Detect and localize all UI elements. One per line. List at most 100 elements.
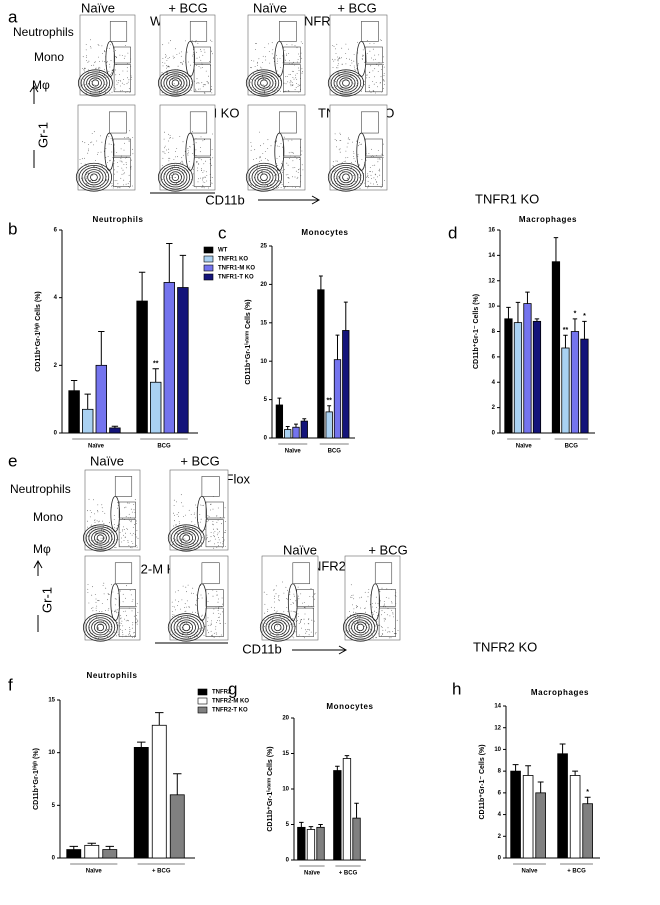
gate-label: Mono [33,510,63,524]
event-dot [95,532,97,534]
event-dot [224,517,226,519]
event-dot [269,626,270,628]
event-dot [278,74,280,75]
event-dot [370,65,372,67]
event-dot [87,592,89,593]
event-dot [287,140,289,142]
event-dot [117,502,119,503]
event-dot [179,136,181,137]
event-dot [376,607,377,608]
gate-label: Mono [34,50,64,64]
event-dot [98,611,100,612]
event-dot [198,82,200,84]
gate [193,138,211,157]
event-dot [384,180,385,182]
event-dot [117,82,119,84]
event-dot [282,581,283,583]
event-dot [176,148,178,149]
event-dot [122,601,124,603]
flow-plot [157,14,216,97]
event-dot [171,633,173,635]
event-dot [355,605,357,606]
event-dot [173,499,175,501]
error-bar [582,320,587,340]
event-dot [170,40,171,42]
event-dot [114,611,116,613]
event-dot [299,187,301,188]
event-dot [216,590,218,592]
density-contour [96,534,105,542]
event-dot [113,160,115,162]
event-dot [263,591,265,593]
event-dot [348,173,350,175]
event-dot [133,509,135,511]
bar [292,426,300,439]
event-dot [285,586,287,588]
event-dot [347,630,348,632]
event-dot [301,57,303,59]
event-dot [213,528,214,530]
event-dot [82,84,83,86]
event-dot [102,537,104,539]
bar [535,792,546,859]
event-dot [292,84,294,85]
event-dot [110,144,112,145]
event-dot [125,162,127,163]
event-dot [276,165,278,166]
event-dot [127,619,128,621]
event-dot [335,53,337,54]
event-dot [167,65,169,67]
density-contour [248,164,280,190]
event-dot [282,55,284,57]
event-dot [290,74,291,75]
y-tick-label: 0 [286,858,290,864]
event-dot [200,147,201,148]
gate [193,157,211,187]
event-dot [372,613,374,615]
event-dot [164,167,166,169]
event-dot [97,510,98,512]
event-dot [300,41,302,43]
event-dot [200,67,202,69]
event-dot [349,611,350,612]
event-dot [184,150,186,152]
panel-letter: c [218,223,227,242]
event-dot [353,598,355,600]
gate [283,46,301,64]
event-dot [188,606,190,608]
event-dot [202,178,204,180]
event-dot [273,598,275,599]
event-dot [89,510,91,511]
event-dot [109,44,111,46]
event-dot [129,631,131,633]
event-dot [225,530,227,531]
flow-plot [75,104,136,192]
event-dot [368,86,370,88]
event-dot [108,136,110,138]
event-dot [173,57,175,59]
event-dot [379,591,381,593]
event-dot [357,41,358,43]
density-contour [271,621,285,634]
event-dot [200,518,202,520]
event-dot [375,625,376,627]
event-dot [208,632,210,634]
event-dot [102,520,103,522]
event-dot [280,67,282,68]
event-dot [132,148,133,150]
event-dot [161,165,163,167]
event-dot [178,169,180,170]
event-dot [304,607,306,608]
event-dot [204,182,206,183]
event-dot [294,176,296,178]
event-dot [108,143,110,145]
event-dot [379,170,381,172]
event-dot [264,603,266,605]
event-dot [189,146,191,148]
y-axis-label: CD11b⁺Gr-1ʰⁱᵍʰ Cells (%) [33,291,42,372]
event-dot [345,53,347,54]
event-dot [369,616,371,618]
event-dot [353,611,354,613]
event-dot [287,81,289,83]
event-dot [208,187,209,189]
